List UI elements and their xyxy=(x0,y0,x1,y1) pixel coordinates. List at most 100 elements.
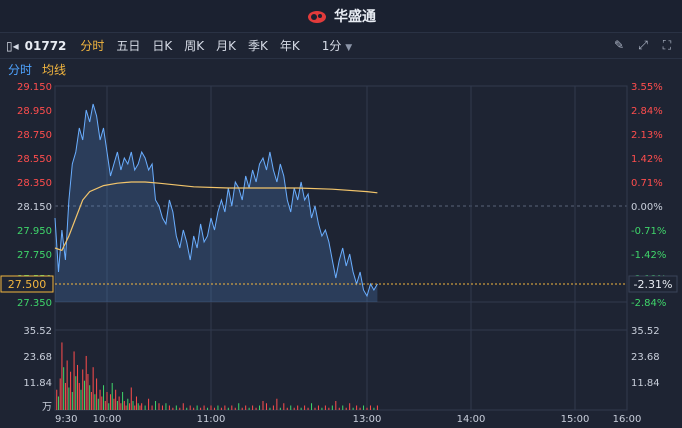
volume-bar xyxy=(363,405,365,410)
tab-week-k[interactable]: 周K xyxy=(184,39,205,53)
volume-bar xyxy=(106,391,108,410)
chevron-down-icon: ▼ xyxy=(345,43,353,53)
price-tick-label: 28.550 xyxy=(17,154,52,165)
volume-bar xyxy=(151,405,153,410)
time-share-label[interactable]: 分时 xyxy=(8,62,33,77)
volume-bar xyxy=(259,405,261,410)
volume-bar xyxy=(189,405,191,410)
volume-bar xyxy=(217,405,219,410)
volume-bar xyxy=(68,387,70,410)
tab-month-k[interactable]: 月K xyxy=(216,39,237,53)
volume-bar xyxy=(129,403,131,410)
price-tick-label: 27.350 xyxy=(17,298,52,309)
avg-line-label[interactable]: 均线 xyxy=(42,62,67,77)
volume-bar xyxy=(220,407,222,410)
time-tick-label: 14:00 xyxy=(457,414,486,425)
volume-bar xyxy=(144,405,146,410)
volume-bar xyxy=(132,400,134,410)
volume-bar xyxy=(61,342,63,410)
volume-bar xyxy=(125,405,127,410)
tab-day-k[interactable]: 日K xyxy=(152,39,173,53)
pencil-icon[interactable]: ✎ xyxy=(613,38,625,52)
volume-bar xyxy=(123,400,125,410)
volume-bar xyxy=(64,382,66,410)
volume-bar xyxy=(286,407,288,410)
volume-bar xyxy=(127,398,129,410)
sidebar-toggle-icon[interactable]: ▯◂ xyxy=(6,38,19,53)
volume-bar xyxy=(108,403,110,410)
volume-bar xyxy=(373,407,375,410)
volume-bar xyxy=(227,407,229,410)
volume-bar xyxy=(85,355,87,410)
price-tick-label: 28.350 xyxy=(17,178,52,189)
volume-bar xyxy=(115,389,117,410)
volume-bar xyxy=(97,398,99,410)
volume-bar xyxy=(94,394,96,410)
volume-bar xyxy=(82,369,84,410)
volume-bar xyxy=(369,405,371,410)
volume-bar xyxy=(321,407,323,410)
volume-tick-label-right: 11.84 xyxy=(631,378,660,389)
volume-bar xyxy=(252,405,254,410)
volume-tick-label: 23.68 xyxy=(23,352,52,363)
period-select[interactable]: 1分 ▼ xyxy=(316,37,358,54)
volume-bar xyxy=(272,405,274,410)
volume-bar xyxy=(265,403,267,410)
volume-bar xyxy=(342,405,344,410)
volume-bar xyxy=(109,394,111,410)
volume-tick-label: 35.52 xyxy=(23,326,52,337)
volume-bar xyxy=(80,389,82,410)
time-tick-label: 10:00 xyxy=(93,414,122,425)
volume-bar xyxy=(279,407,281,410)
chart-toolbar: ▯◂ 01772 分时 五日 日K 周K 月K 季K 年K 1分 ▼ xyxy=(0,33,682,59)
volume-bar xyxy=(66,360,68,410)
volume-bar xyxy=(349,403,351,410)
volume-bar xyxy=(245,405,247,410)
volume-bar xyxy=(213,407,215,410)
volume-bar xyxy=(297,405,299,410)
fullscreen-icon[interactable]: ⛶ xyxy=(662,37,672,52)
volume-bar xyxy=(311,403,313,410)
expand-icon[interactable]: ⤢ xyxy=(638,37,648,52)
price-tick-label: 28.950 xyxy=(17,106,52,117)
volume-bar xyxy=(71,391,73,410)
volume-bar xyxy=(203,405,205,410)
tab-five-day[interactable]: 五日 xyxy=(116,39,141,53)
volume-bar xyxy=(262,400,264,410)
volume-bar xyxy=(345,407,347,410)
price-tick-label: 28.750 xyxy=(17,130,52,141)
price-tick-label: 27.950 xyxy=(17,226,52,237)
percent-tick-label: 0.71% xyxy=(631,178,663,189)
time-tick-label: 11:00 xyxy=(197,414,226,425)
volume-bar xyxy=(141,403,143,410)
percent-tick-label: 1.42% xyxy=(631,154,663,165)
volume-bar xyxy=(99,389,101,410)
volume-bar xyxy=(77,364,79,410)
volume-bar xyxy=(352,407,354,410)
tab-year-k[interactable]: 年K xyxy=(279,39,300,53)
tab-season-k[interactable]: 季K xyxy=(248,39,268,53)
volume-bar xyxy=(87,373,89,410)
volume-bar xyxy=(210,405,212,410)
volume-bar xyxy=(224,405,226,410)
volume-bar xyxy=(283,403,285,410)
stock-code: 01772 xyxy=(24,38,67,53)
volume-bar xyxy=(57,396,59,410)
time-tick-label: 16:00 xyxy=(613,414,642,425)
tab-time-share[interactable]: 分时 xyxy=(80,39,105,53)
volume-tick-label-right: 35.52 xyxy=(631,326,660,337)
current-change-label: -2.31% xyxy=(634,278,673,291)
volume-bar xyxy=(168,405,170,410)
volume-bar xyxy=(89,385,91,410)
indicator-bar: 分时 均线 xyxy=(0,59,682,79)
volume-bar xyxy=(196,405,198,410)
volume-bar xyxy=(130,387,132,410)
brand-name: 华盛通 xyxy=(334,9,376,25)
volume-bar xyxy=(207,407,209,410)
volume-bar xyxy=(248,407,250,410)
current-change-box xyxy=(628,275,678,293)
volume-bar xyxy=(335,400,337,410)
current-price-box xyxy=(0,275,54,293)
volume-bar xyxy=(161,405,163,410)
